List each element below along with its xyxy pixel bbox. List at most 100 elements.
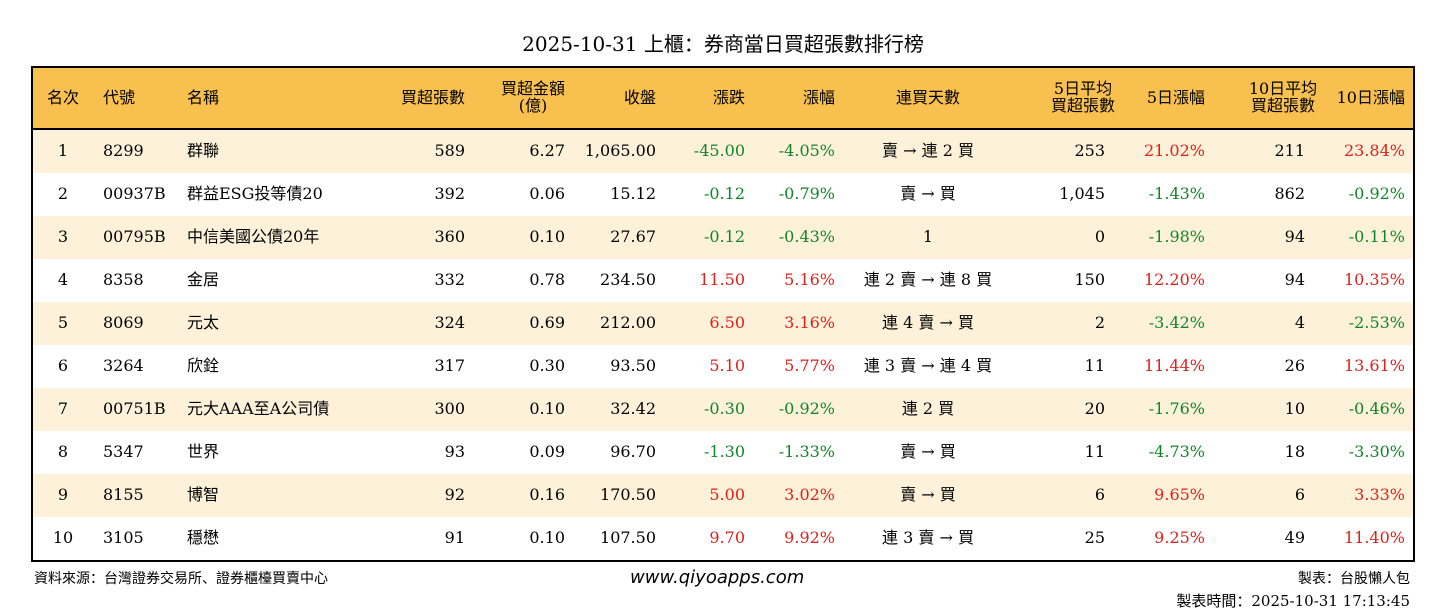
avg10-volume-cell: 6 (1294, 485, 1305, 505)
name-cell: 欣銓 (187, 356, 220, 376)
name-cell: 金居 (187, 270, 220, 290)
avg5-volume-cell: 6 (1094, 485, 1105, 505)
code-cell: 3105 (103, 528, 144, 548)
close-cell: 212.00 (600, 313, 656, 333)
code-cell: 00751B (103, 399, 166, 419)
streak-cell: 賣 → 買 (900, 442, 956, 462)
name-cell: 中信美國公債20年 (187, 227, 320, 247)
rank-cell: 7 (57, 399, 69, 419)
change-pct-cell: 5.16% (784, 270, 835, 290)
rank-cell: 6 (57, 356, 69, 376)
buy-volume-cell: 300 (434, 399, 465, 419)
pct5-cell: 11.44% (1143, 356, 1205, 376)
avg5-volume-cell: 253 (1074, 141, 1105, 161)
change-pct-cell: -0.92% (778, 399, 835, 419)
change-cell: -45.00 (693, 141, 745, 161)
pct10-cell: 13.61% (1343, 356, 1405, 376)
rank-cell: 10 (52, 528, 74, 548)
change-pct-cell: -4.05% (778, 141, 835, 161)
column-header-change: 漲跌 (712, 87, 745, 107)
close-cell: 93.50 (610, 356, 656, 376)
close-cell: 170.50 (600, 485, 656, 505)
change-pct-cell: 5.77% (784, 356, 835, 376)
buy-amount-cell: 6.27 (529, 141, 565, 161)
column-header-change-pct: 漲幅 (802, 87, 835, 107)
pct5-cell: -4.73% (1148, 442, 1205, 462)
code-cell: 00795B (103, 227, 166, 247)
change-cell: 11.50 (699, 270, 745, 290)
column-header-pct10: 10日漲幅 (1336, 87, 1405, 107)
pct5-cell: -1.98% (1148, 227, 1205, 247)
buy-amount-cell: 0.10 (529, 227, 565, 247)
change-pct-cell: 3.02% (784, 485, 835, 505)
streak-cell: 連 2 賣 → 連 8 買 (863, 270, 993, 290)
change-cell: -1.30 (703, 442, 745, 462)
buy-amount-cell: 0.09 (529, 442, 565, 462)
code-cell: 3264 (103, 356, 144, 376)
avg5-volume-cell: 20 (1084, 399, 1105, 419)
maker: 製表：台股懶人包 (1298, 571, 1410, 587)
close-cell: 107.50 (600, 528, 656, 548)
pct10-cell: 10.35% (1343, 270, 1405, 290)
change-pct-cell: -1.33% (778, 442, 835, 462)
pct5-cell: 9.65% (1154, 485, 1205, 505)
pct10-cell: -0.11% (1348, 227, 1405, 247)
change-cell: 6.50 (709, 313, 745, 333)
table-row[interactable]: 4 8358 金居 332 0.78 234.50 11.50 5.16% 連 2 賣 → 連 … (33, 259, 1413, 302)
avg10-volume-cell: 862 (1274, 184, 1305, 204)
column-header-close: 收盤 (623, 87, 656, 107)
buy-volume-cell: 93 (444, 442, 465, 462)
change-pct-cell: -0.79% (778, 184, 835, 204)
change-cell: -0.12 (703, 227, 745, 247)
code-cell: 5347 (103, 442, 144, 462)
table-row[interactable]: 7 00751B 元大AAA至A公司債 300 0.10 32.42 -0.30 -0.92%… (33, 388, 1413, 431)
streak-cell: 賣 → 買 (900, 485, 956, 505)
close-cell: 15.12 (610, 184, 656, 204)
rank-cell: 1 (57, 141, 69, 161)
table-row[interactable]: 1 8299 群聯 589 6.27 1,065.00 -45.00 -4.05% 賣 → 連 … (33, 130, 1413, 173)
code-cell: 00937B (103, 184, 166, 204)
buy-amount-cell: 0.10 (529, 528, 565, 548)
table-row[interactable]: 8 5347 世界 93 0.09 96.70 -1.30 -1.33% 賣 → 買 11 -4.7… (33, 431, 1413, 474)
change-cell: 5.10 (709, 356, 745, 376)
buy-volume-cell: 91 (444, 528, 465, 548)
column-header-pct5: 5日漲幅 (1146, 87, 1205, 107)
table-row[interactable]: 9 8155 博智 92 0.16 170.50 5.00 3.02% 賣 → 買 6 9.65% 6… (33, 474, 1413, 517)
table-row[interactable]: 10 3105 穩懋 91 0.10 107.50 9.70 9.92% 連 3 賣 → 買 25… (33, 517, 1413, 560)
name-cell: 穩懋 (187, 528, 220, 548)
table-row[interactable]: 2 00937B 群益ESG投等債20 392 0.06 15.12 -0.12 -0.79%… (33, 173, 1413, 216)
avg10-volume-cell: 94 (1284, 227, 1305, 247)
avg10-volume-cell: 94 (1284, 270, 1305, 290)
buy-volume-cell: 92 (444, 485, 465, 505)
pct10-cell: -3.30% (1348, 442, 1405, 462)
pct10-cell: 3.33% (1354, 485, 1405, 505)
buy-volume-cell: 332 (434, 270, 465, 290)
rank-cell: 5 (57, 313, 69, 333)
table-row[interactable]: 6 3264 欣銓 317 0.30 93.50 5.10 5.77% 連 3 賣 → 連 4 … (33, 345, 1413, 388)
code-cell: 8299 (103, 141, 144, 161)
buy-amount-cell: 0.16 (529, 485, 565, 505)
buy-volume-cell: 392 (434, 184, 465, 204)
streak-cell: 連 2 買 (901, 399, 955, 419)
pct5-cell: 9.25% (1154, 528, 1205, 548)
pct10-cell: -2.53% (1348, 313, 1405, 333)
change-pct-cell: 3.16% (784, 313, 835, 333)
avg5-volume-cell: 2 (1094, 313, 1105, 333)
name-cell: 元大AAA至A公司債 (187, 399, 330, 419)
avg5-volume-cell: 0 (1094, 227, 1105, 247)
streak-cell: 1 (922, 227, 934, 247)
website-link[interactable]: www.qiyoapps.com (630, 567, 805, 588)
table-row[interactable]: 3 00795B 中信美國公債20年 360 0.10 27.67 -0.12 -0.43% 1… (33, 216, 1413, 259)
table-row[interactable]: 5 8069 元太 324 0.69 212.00 6.50 3.16% 連 4 賣 → 買 2 -… (33, 302, 1413, 345)
pct5-cell: -1.76% (1148, 399, 1205, 419)
close-cell: 1,065.00 (584, 141, 656, 161)
avg5-volume-cell: 11 (1084, 442, 1105, 462)
avg10-volume-cell: 10 (1284, 399, 1305, 419)
close-cell: 32.42 (610, 399, 656, 419)
name-cell: 世界 (187, 442, 220, 462)
rank-cell: 9 (57, 485, 69, 505)
change-cell: 9.70 (709, 528, 745, 548)
column-header-avg10-volume: 10日平均 買超張數 (1248, 79, 1318, 115)
avg5-volume-cell: 1,045 (1059, 184, 1105, 204)
name-cell: 群聯 (187, 141, 220, 161)
